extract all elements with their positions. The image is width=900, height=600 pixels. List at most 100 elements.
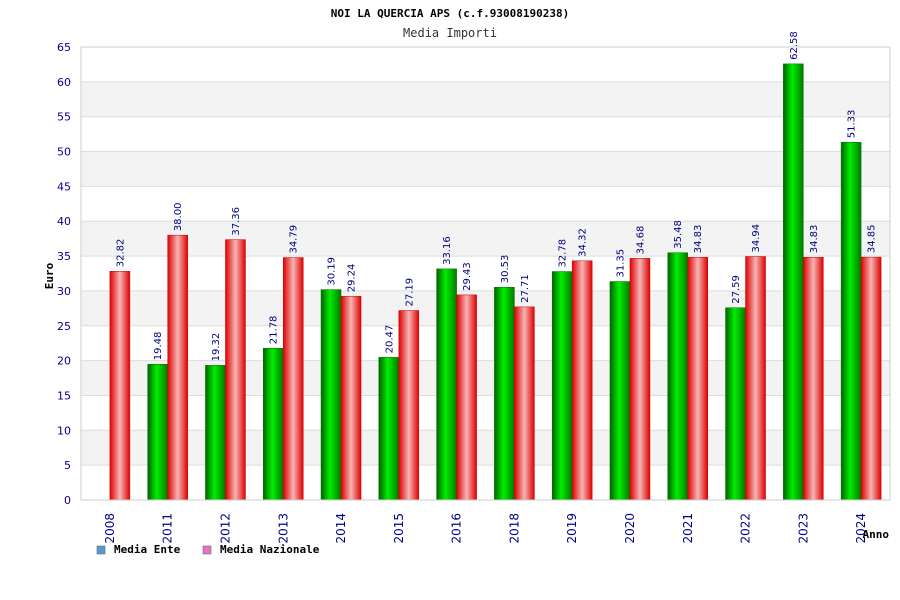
bar-media-ente-2019 xyxy=(551,271,573,501)
x-tick-label-2018: 2018 xyxy=(507,513,521,544)
legend-swatch-media-nazionale xyxy=(202,545,212,555)
x-tick-label-2020: 2020 xyxy=(623,513,637,544)
x-tick-label-2011: 2011 xyxy=(161,513,175,544)
chart-subtitle: Media Importi xyxy=(403,26,497,40)
bar-media-nazionale-2014 xyxy=(340,295,362,501)
grid-band xyxy=(81,221,890,257)
x-tick-label-2023: 2023 xyxy=(796,513,810,544)
y-tick-label: 20 xyxy=(57,355,71,368)
y-tick-label: 5 xyxy=(64,459,71,472)
y-tick-label: 25 xyxy=(57,320,71,333)
grid-band xyxy=(81,290,890,326)
value-label-media-nazionale-2013: 34.79 xyxy=(289,225,300,254)
bar-media-nazionale-2011 xyxy=(167,234,188,501)
value-label-media-nazionale-2008: 32.82 xyxy=(115,239,126,268)
value-label-media-ente-2015: 20.47 xyxy=(384,325,395,354)
value-label-media-ente-2018: 30.53 xyxy=(500,255,511,284)
value-label-media-nazionale-2015: 27.19 xyxy=(404,278,415,307)
bars xyxy=(109,63,882,501)
x-tick-label-2021: 2021 xyxy=(681,513,695,544)
bar-media-nazionale-2021 xyxy=(687,257,708,501)
grid-band xyxy=(81,430,890,466)
value-label-media-nazionale-2023: 34.83 xyxy=(809,225,820,254)
bar-media-nazionale-2016 xyxy=(456,294,477,501)
value-label-media-ente-2012: 19.32 xyxy=(211,333,222,362)
y-tick-label: 50 xyxy=(57,146,71,159)
value-label-media-nazionale-2020: 34.68 xyxy=(635,226,646,255)
bar-media-nazionale-2008 xyxy=(109,271,131,501)
value-label-media-nazionale-2016: 29.43 xyxy=(462,262,473,291)
bar-media-ente-2014 xyxy=(320,289,342,501)
bar-media-ente-2018 xyxy=(494,286,515,501)
bar-media-nazionale-2019 xyxy=(571,260,593,501)
value-labels: 32.82 19.48 38.00 19.32 37.36 21.78 34.79 30.19… xyxy=(115,31,877,361)
bar-media-ente-2013 xyxy=(263,347,284,501)
bar-media-ente-2022 xyxy=(725,307,746,501)
y-tick-label: 55 xyxy=(57,111,71,124)
value-label-media-ente-2020: 31.35 xyxy=(615,249,626,278)
bar-media-ente-2011 xyxy=(147,363,168,501)
x-tick-label-2019: 2019 xyxy=(565,513,579,544)
value-label-media-nazionale-2012: 37.36 xyxy=(231,207,242,236)
value-label-media-ente-2013: 21.78 xyxy=(269,316,280,345)
bar-media-nazionale-2022 xyxy=(745,256,766,501)
value-label-media-nazionale-2022: 34.94 xyxy=(751,224,762,253)
grid-band xyxy=(81,81,890,117)
x-tick-label-2013: 2013 xyxy=(276,513,290,544)
legend: Media Ente Media Nazionale xyxy=(96,543,320,556)
y-tick-label: 0 xyxy=(64,494,71,507)
grid-band xyxy=(81,151,890,187)
value-label-media-nazionale-2019: 34.32 xyxy=(578,228,589,257)
value-label-media-ente-2016: 33.16 xyxy=(442,236,453,265)
value-label-media-ente-2024: 51.33 xyxy=(847,110,858,139)
value-label-media-ente-2011: 19.48 xyxy=(153,332,164,361)
bar-media-nazionale-2015 xyxy=(398,310,420,501)
legend-swatch-media-ente xyxy=(96,545,106,555)
value-label-media-ente-2014: 30.19 xyxy=(327,257,338,286)
value-label-media-ente-2019: 32.78 xyxy=(558,239,569,268)
y-tick-label: 45 xyxy=(57,180,71,193)
bar-media-nazionale-2013 xyxy=(283,257,304,501)
bar-media-ente-2015 xyxy=(378,357,400,501)
bar-media-ente-2012 xyxy=(205,365,226,501)
bar-media-nazionale-2023 xyxy=(803,257,824,501)
y-tick-label: 15 xyxy=(57,389,71,402)
bar-media-ente-2016 xyxy=(436,268,457,501)
bar-media-nazionale-2018 xyxy=(514,306,535,501)
value-label-media-nazionale-2014: 29.24 xyxy=(347,264,358,293)
x-tick-label-2012: 2012 xyxy=(218,513,232,544)
x-tick-label-2014: 2014 xyxy=(334,513,348,544)
value-label-media-nazionale-2021: 34.83 xyxy=(693,225,704,254)
value-label-media-ente-2022: 27.59 xyxy=(731,275,742,304)
bar-media-nazionale-2012 xyxy=(225,239,246,501)
y-tick-label: 40 xyxy=(57,215,71,228)
y-tick-label: 60 xyxy=(57,76,71,89)
y-tick-label: 65 xyxy=(57,41,71,54)
y-axis-label: Euro xyxy=(43,262,56,289)
x-tick-label-2024: 2024 xyxy=(854,513,868,544)
value-label-media-nazionale-2024: 34.85 xyxy=(867,224,878,253)
x-axis-label: Anno xyxy=(863,528,890,541)
x-tick-label-2015: 2015 xyxy=(392,513,406,544)
y-tick-label: 10 xyxy=(57,424,71,437)
plot-background xyxy=(81,47,890,500)
value-label-media-nazionale-2018: 27.71 xyxy=(520,274,531,303)
x-tick-label-2016: 2016 xyxy=(450,513,464,544)
x-tick-label-2022: 2022 xyxy=(739,513,753,544)
bar-media-ente-2021 xyxy=(667,252,688,501)
y-tick-label: 30 xyxy=(57,285,71,298)
y-tick-label: 35 xyxy=(57,250,71,263)
grid-band xyxy=(81,360,890,396)
legend-label-media-ente: Media Ente xyxy=(114,543,181,556)
value-label-media-nazionale-2011: 38.00 xyxy=(173,203,184,232)
bar-media-ente-2024 xyxy=(840,142,862,501)
chart-title: NOI LA QUERCIA APS (c.f.93008190238) xyxy=(331,7,569,20)
legend-label-media-nazionale: Media Nazionale xyxy=(220,543,320,556)
value-label-media-ente-2021: 35.48 xyxy=(673,220,684,249)
axes: 0 5 10 15 20 25 30 35 40 45 50 55 60 65 2008 2011 2012 20… xyxy=(57,41,891,544)
bar-media-ente-2023 xyxy=(783,63,804,501)
bar-media-nazionale-2020 xyxy=(629,258,651,501)
bar-media-nazionale-2024 xyxy=(860,256,882,501)
bar-media-ente-2020 xyxy=(609,281,631,501)
